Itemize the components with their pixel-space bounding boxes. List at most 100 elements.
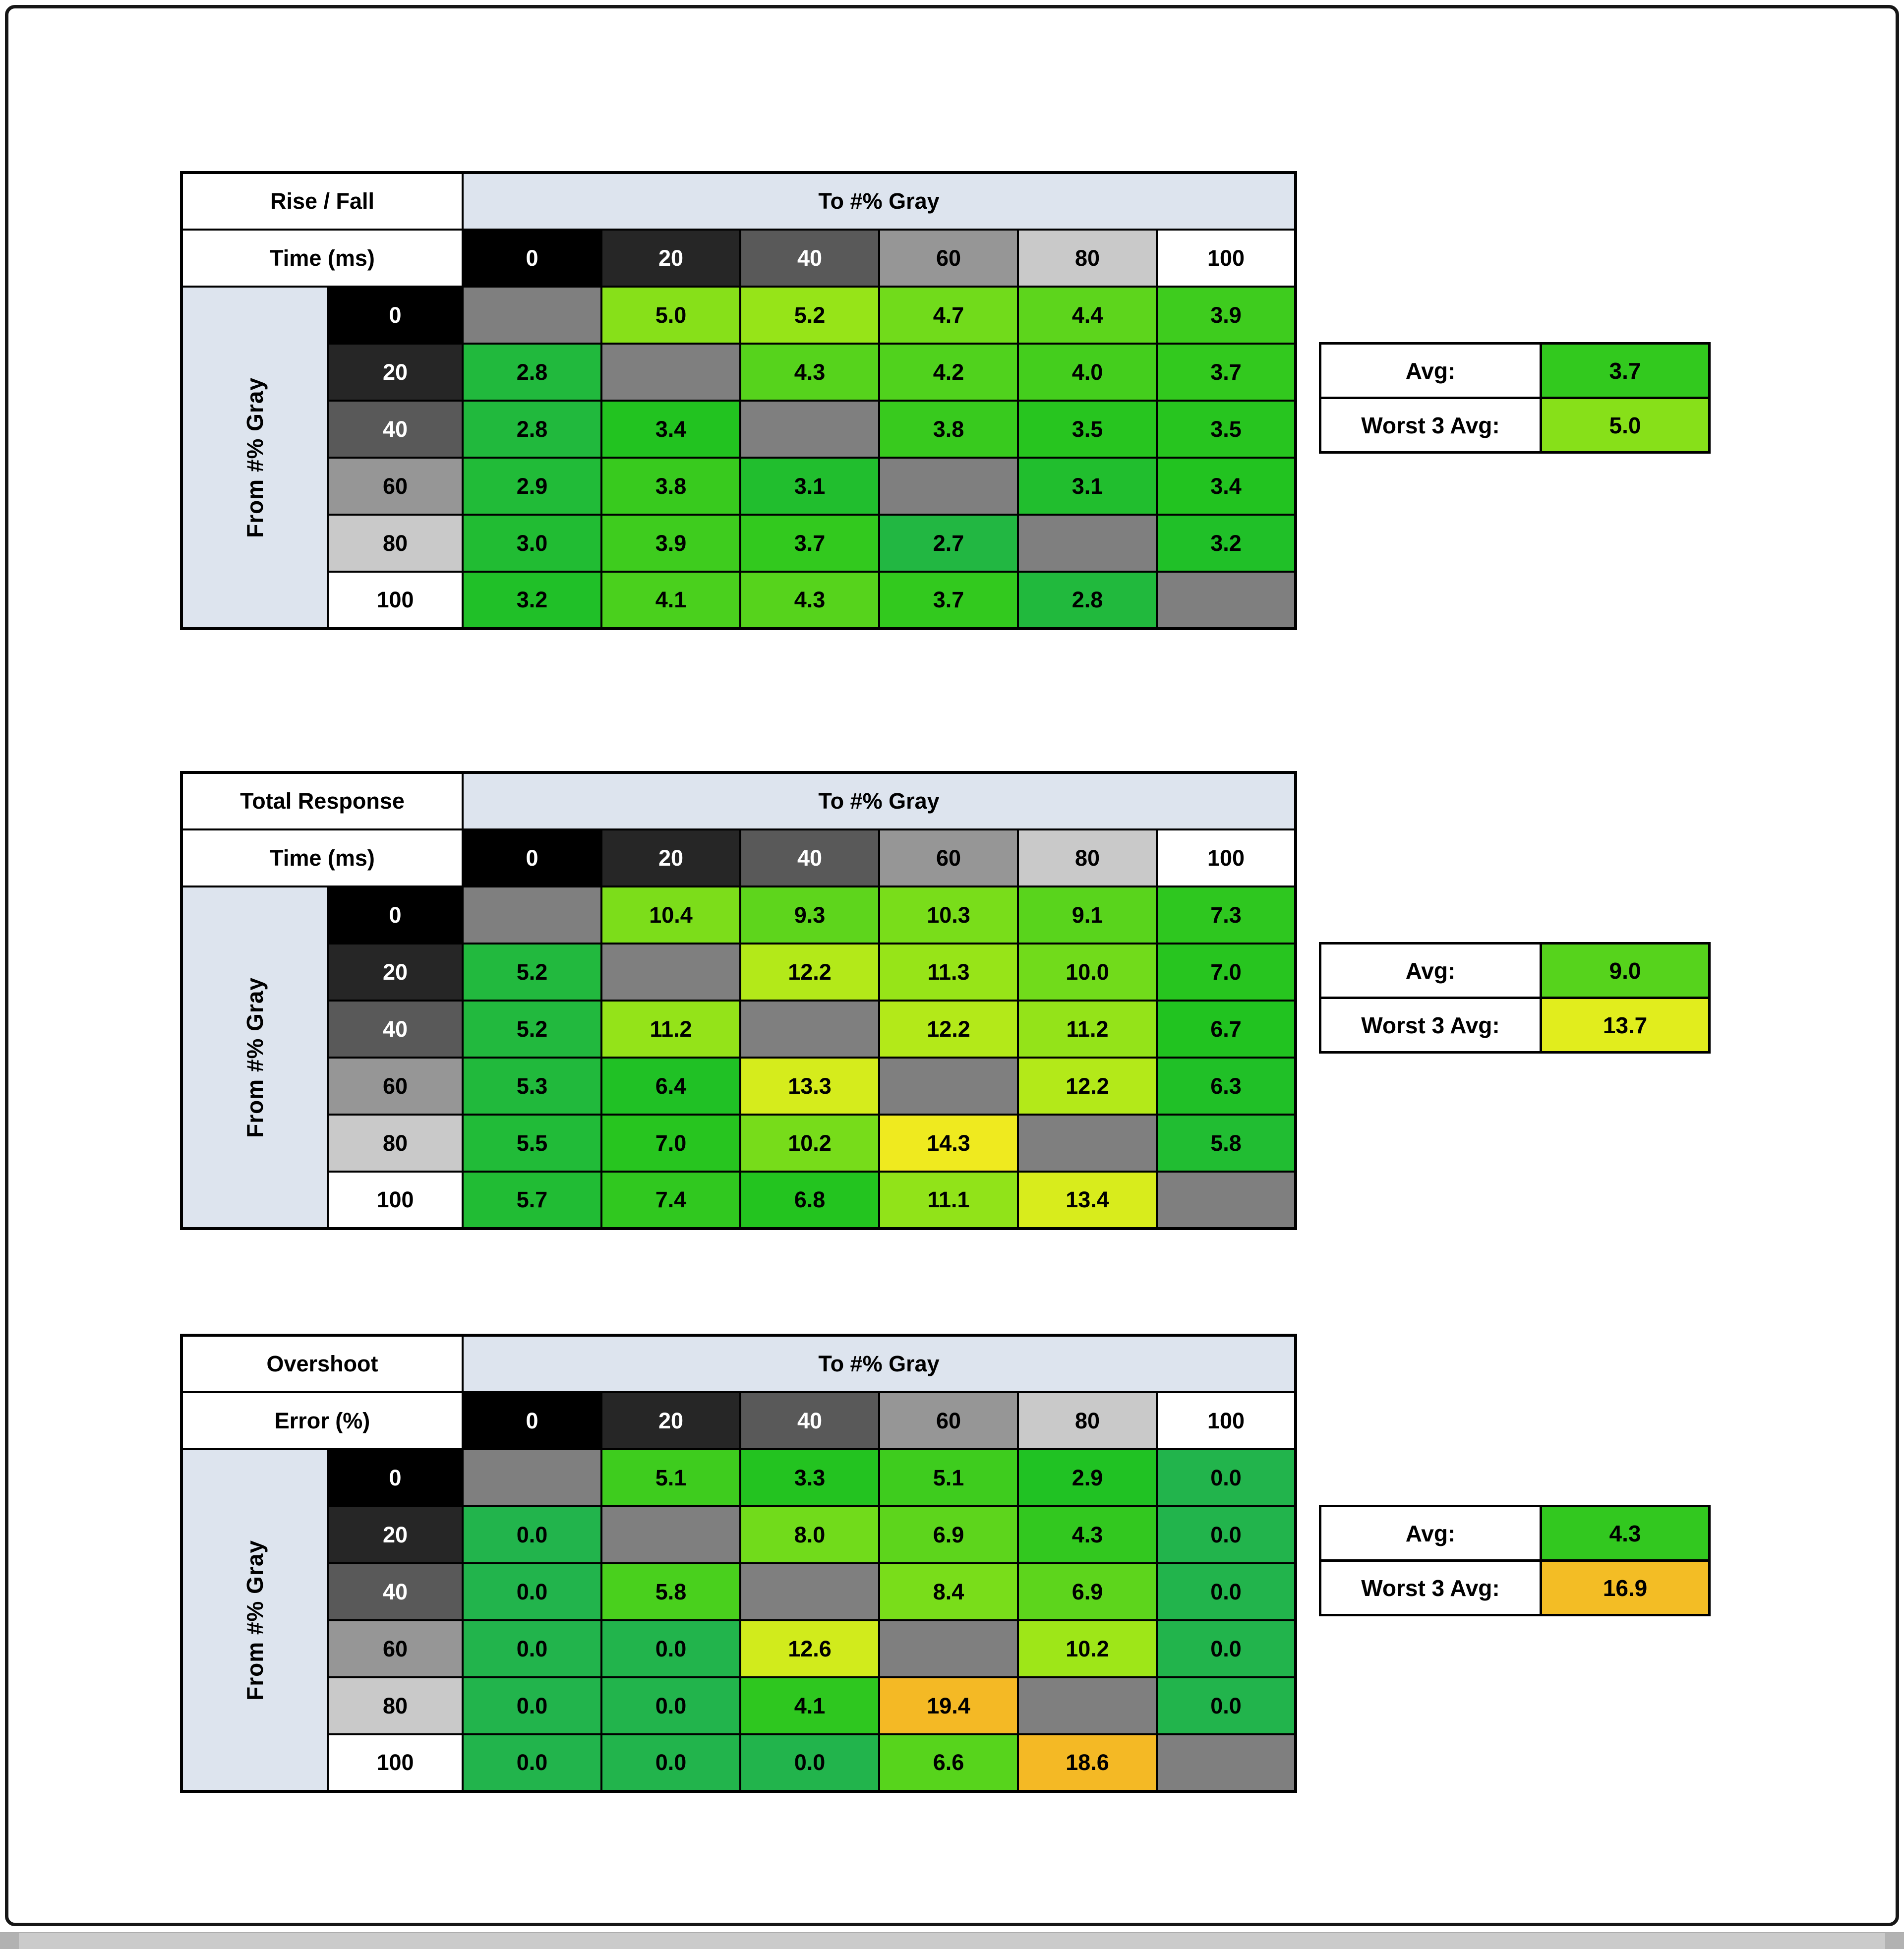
- from-gray-row-header: 0: [327, 286, 464, 345]
- heatmap-cell: 3.8: [878, 400, 1019, 459]
- from-gray-row-header: 80: [326, 1114, 464, 1173]
- heatmap-cell: 11.2: [1017, 1000, 1158, 1059]
- heatmap-cell: 5.2: [462, 1000, 603, 1059]
- heatmap-cell: 8.4: [878, 1562, 1019, 1621]
- heatmap-cell: 4.0: [1017, 343, 1158, 402]
- heatmap-cell: 7.0: [1156, 943, 1297, 1002]
- avg-row: Avg: 3.7: [1319, 342, 1711, 399]
- heatmap-cell: 11.1: [878, 1171, 1019, 1230]
- from-gray-axis-cell: From #% Gray: [180, 1448, 329, 1792]
- heatmap-cell: 0.0: [1156, 1505, 1297, 1564]
- worst3avg-value: 16.9: [1540, 1559, 1711, 1616]
- heatmap-cell: 6.9: [878, 1505, 1019, 1564]
- heatmap-cell: 0.0: [739, 1733, 881, 1792]
- total-response-time-table: Total Response To #% Gray Time (ms) 0 20 40 60…: [180, 771, 1786, 1230]
- heatmap-cell: 10.3: [878, 886, 1019, 945]
- heatmap-cell: 3.8: [600, 457, 741, 516]
- diagonal-cell: [739, 1562, 881, 1621]
- heatmap-cell: 2.8: [462, 343, 602, 402]
- heatmap-cell: 2.7: [878, 514, 1019, 573]
- table-title-line2: Time (ms): [180, 828, 464, 887]
- diagonal-cell: [878, 457, 1019, 516]
- heatmap-cell: 2.8: [1017, 571, 1158, 630]
- avg-row: Avg: 9.0: [1319, 942, 1711, 999]
- to-gray-axis-label: To #% Gray: [462, 771, 1297, 830]
- heatmap-cell: 0.0: [462, 1676, 603, 1735]
- heatmap-cell: 4.3: [1017, 1505, 1158, 1564]
- from-gray-row-header: 100: [327, 571, 464, 630]
- diagonal-cell: [600, 943, 742, 1002]
- heatmap-cell: 3.2: [1155, 514, 1297, 573]
- heatmap-cell: 5.3: [462, 1057, 603, 1116]
- diagonal-cell: [600, 1505, 742, 1564]
- diagonal-cell: [1156, 1733, 1297, 1792]
- avg-row: Avg: 4.3: [1319, 1505, 1711, 1562]
- diagonal-cell: [739, 1000, 881, 1059]
- heatmap-cell: 3.4: [600, 400, 741, 459]
- diagonal-cell: [1017, 514, 1158, 573]
- heatmap-cell: 0.0: [462, 1505, 603, 1564]
- heatmap-cell: 2.9: [1017, 1448, 1158, 1507]
- heatmap-cell: 4.1: [739, 1676, 881, 1735]
- table-title-line2: Time (ms): [180, 229, 464, 288]
- heatmap-cell: 10.0: [1017, 943, 1158, 1002]
- heatmap-cell: 4.3: [739, 343, 880, 402]
- avg-value: 9.0: [1540, 942, 1711, 999]
- to-gray-col-header: 20: [600, 229, 741, 288]
- to-gray-axis-label: To #% Gray: [461, 172, 1297, 231]
- heatmap-cell: 6.8: [739, 1171, 881, 1230]
- diagonal-cell: [1017, 1114, 1158, 1173]
- from-gray-row-header: 20: [326, 943, 464, 1002]
- worst3avg-label: Worst 3 Avg:: [1319, 1559, 1542, 1616]
- diagonal-cell: [739, 400, 880, 459]
- heatmap-cell: 7.0: [600, 1114, 742, 1173]
- from-gray-axis-cell: From #% Gray: [180, 286, 329, 630]
- heatmap-cell: 14.3: [878, 1114, 1019, 1173]
- from-gray-row-header: 60: [327, 457, 464, 516]
- heatmap-cell: 12.2: [878, 1000, 1019, 1059]
- table-title-line1: Rise / Fall: [180, 172, 464, 231]
- worst3avg-row: Worst 3 Avg: 5.0: [1319, 397, 1711, 454]
- scrollbar-right-end[interactable]: [1885, 1933, 1904, 1949]
- from-gray-row-header: 100: [326, 1171, 464, 1230]
- to-gray-col-header: 100: [1155, 229, 1297, 288]
- heatmap-cell: 5.7: [462, 1171, 603, 1230]
- from-gray-axis-label: From #% Gray: [242, 977, 268, 1138]
- avg-label: Avg:: [1319, 942, 1542, 999]
- heatmap-cell: 5.8: [1156, 1114, 1297, 1173]
- diagonal-cell: [600, 343, 741, 402]
- to-gray-col-header: 80: [1017, 1391, 1158, 1450]
- to-gray-col-header: 20: [600, 1391, 742, 1450]
- heatmap-cell: 6.4: [600, 1057, 742, 1116]
- avg-label: Avg:: [1319, 1505, 1542, 1562]
- heatmap-cell: 12.2: [1017, 1057, 1158, 1116]
- avg-value: 4.3: [1540, 1505, 1711, 1562]
- to-gray-col-header: 60: [878, 828, 1019, 887]
- heatmap-cell: 3.2: [462, 571, 602, 630]
- avg-label: Avg:: [1319, 342, 1542, 399]
- diagonal-cell: [878, 1619, 1019, 1678]
- from-gray-row-header: 40: [326, 1562, 464, 1621]
- heatmap-cell: 6.7: [1156, 1000, 1297, 1059]
- rise-fall-time-table: Rise / Fall To #% Gray Time (ms) 0 20 40 60 80 1…: [180, 171, 1786, 630]
- to-gray-col-header: 40: [739, 828, 881, 887]
- heatmap-cell: 10.2: [739, 1114, 881, 1173]
- heatmap-cell: 0.0: [1156, 1619, 1297, 1678]
- heatmap-cell: 6.9: [1017, 1562, 1158, 1621]
- to-gray-col-header: 40: [739, 229, 880, 288]
- heatmap-cell: 18.6: [1017, 1733, 1158, 1792]
- heatmap-cell: 10.4: [600, 886, 742, 945]
- from-gray-row-header: 20: [327, 343, 464, 402]
- heatmap-cell: 6.6: [878, 1733, 1019, 1792]
- heatmap-cell: 3.4: [1155, 457, 1297, 516]
- diagonal-cell: [1017, 1676, 1158, 1735]
- scrollbar-left-end[interactable]: [0, 1933, 19, 1949]
- diagonal-cell: [462, 1448, 603, 1507]
- heatmap-grid: Rise / Fall To #% Gray Time (ms) 0 20 40 60 80 1…: [180, 171, 1298, 630]
- heatmap-cell: 2.9: [462, 457, 602, 516]
- horizontal-scrollbar[interactable]: [0, 1932, 1904, 1949]
- to-gray-col-header: 100: [1156, 828, 1297, 887]
- heatmap-cell: 10.2: [1017, 1619, 1158, 1678]
- heatmap-cell: 3.1: [1017, 457, 1158, 516]
- heatmap-cell: 4.7: [878, 286, 1019, 345]
